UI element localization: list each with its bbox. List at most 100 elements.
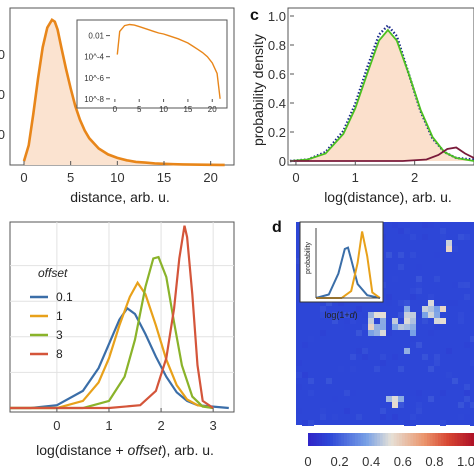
panel-d-pixel: [464, 234, 470, 240]
panel-d-colorbar-segment: [451, 433, 456, 446]
panel-d-pixel: [440, 420, 446, 426]
panel-d-colorbar-tick-label: 0.8: [425, 454, 443, 469]
panel-d-colorbar-segment: [355, 433, 359, 446]
panel-d-pixel: [356, 414, 362, 420]
panel-d-pixel: [440, 234, 446, 240]
panel-d-pixel: [434, 318, 440, 324]
panel-d-pixel: [458, 414, 464, 420]
panel-b-plot: 0 1 2 3 offset 0.1 1 3 8 log(distance + offset…: [9, 221, 235, 458]
panel-d-pixel: [398, 228, 404, 234]
panel-a-curve: [22, 17, 225, 167]
panel-d-pixel: [350, 390, 356, 396]
panel-d-inset: probability log(1+d): [299, 221, 384, 320]
panel-d-pixel: [428, 294, 434, 300]
panel-d-pixel: [392, 354, 398, 360]
panel-d-pixel: [452, 378, 458, 384]
panel-d-colorbar-segment: [310, 433, 315, 446]
panel-d-colorbar-segment: [332, 433, 337, 446]
panel-c-y-label: probability density: [250, 34, 266, 146]
panel-d-pixel: [344, 324, 350, 330]
panel-d-pixel: [434, 306, 440, 312]
panel-a-inset-y-ticks: 0.01 10^-4 10^-6 10^-8: [84, 32, 110, 104]
panel-d-pixel: [332, 414, 338, 420]
panel-a-inset-x-tick-label: 5: [137, 105, 142, 114]
panel-c-x-tick-label: 1: [352, 170, 359, 185]
panel-a-y-tick-label: 0: [0, 47, 5, 62]
panel-d-colorbar-segment: [404, 433, 409, 446]
panel-a-area: [22, 17, 225, 167]
panel-d-pixel: [446, 348, 452, 354]
panel-d-heatmap: d probability log(1+d) 0 0.2 0.4 0.6 0.8 1.0: [272, 219, 474, 469]
panel-d-colorbar-tick-label: 0.6: [394, 454, 412, 469]
panel-d-pixel: [392, 390, 398, 396]
panel-d-pixel: [470, 360, 474, 366]
panel-d-pixel: [380, 360, 386, 366]
panel-d-pixel: [422, 234, 428, 240]
panel-d-pixel: [452, 246, 458, 252]
panel-d-pixel: [416, 312, 422, 318]
panel-c-series-2: [289, 28, 474, 162]
panel-d-pixel: [386, 330, 392, 336]
panel-d-colorbar-segment: [316, 433, 320, 446]
panel-b-series-3: [10, 255, 214, 410]
panel-d-colorbar-segment: [468, 433, 472, 446]
panel-d-colorbar-segment: [462, 433, 467, 446]
panel-d-pixel: [350, 318, 356, 324]
panel-d-pixel: [464, 294, 470, 300]
panel-d-pixel: [446, 372, 452, 378]
panel-d-pixel: [344, 312, 350, 318]
panel-d-pixel: [404, 228, 410, 234]
panel-d-pixel: [410, 252, 416, 258]
panel-d-colorbar-segment: [471, 433, 474, 446]
panel-b-x-tick-label: 3: [210, 418, 217, 433]
panel-d-pixel: [410, 234, 416, 240]
panel-b-legend-label: 8: [56, 347, 63, 361]
panel-d-colorbar: [308, 433, 474, 446]
panel-a-inset-x-tick-label: 0: [113, 105, 118, 114]
panel-d-colorbar-segment: [440, 433, 445, 446]
panel-d-pixel: [326, 354, 332, 360]
panel-d-pixel: [446, 246, 452, 252]
panel-d-colorbar-segment: [349, 433, 353, 446]
panel-d-pixel: [404, 306, 410, 312]
panel-d-pixel: [362, 354, 368, 360]
panel-d-pixel: [344, 408, 350, 414]
panel-d-colorbar-segment: [327, 433, 331, 446]
panel-d-colorbar-segment: [313, 433, 317, 446]
panel-d-colorbar-segment: [352, 433, 356, 446]
panel-d-pixel: [428, 312, 434, 318]
panel-a-inset-frame: [76, 19, 228, 109]
panel-d-pixel: [386, 306, 392, 312]
panel-d-pixel: [392, 396, 398, 402]
panel-d-pixel: [410, 420, 416, 426]
panel-d-pixel: [410, 336, 416, 342]
panel-d-colorbar-segment: [449, 433, 453, 446]
panel-d-colorbar-segment: [368, 433, 373, 446]
panel-d-pixel: [458, 402, 464, 408]
panel-d-colorbar-segment: [399, 433, 403, 446]
panel-d-pixel: [392, 324, 398, 330]
panel-b-legend-title: offset: [38, 266, 68, 280]
panel-d-pixel: [386, 294, 392, 300]
panel-d-pixel: [308, 378, 314, 384]
panel-d-colorbar-segment: [465, 433, 470, 446]
panel-d-pixel: [422, 312, 428, 318]
panel-d-pixel: [398, 312, 404, 318]
panel-d-pixel: [464, 390, 470, 396]
panel-d-pixel: [428, 396, 434, 402]
panel-a-x-ticks: 0 5 10 15 20: [20, 161, 218, 185]
panel-d-pixel: [458, 318, 464, 324]
panel-b-legend-label: 0.1: [56, 290, 73, 304]
panel-a-x-tick-label: 10: [110, 170, 124, 185]
panel-d-colorbar-segment: [457, 433, 461, 446]
panel-d-pixel: [326, 378, 332, 384]
panel-a-inset-line: [116, 23, 221, 99]
panel-d-colorbar-segment: [393, 433, 398, 446]
panel-d-colorbar-segment: [435, 433, 439, 446]
panel-d-colorbar-segment: [308, 433, 312, 446]
panel-d-pixel: [296, 408, 302, 414]
panel-c-x-tick-label: 0: [292, 170, 299, 185]
panel-d-inset-curve-1: [316, 231, 381, 299]
panel-a-inset: 0 5 10 15 20 0.01 10^-4 10^-6 10^-8: [76, 19, 228, 114]
